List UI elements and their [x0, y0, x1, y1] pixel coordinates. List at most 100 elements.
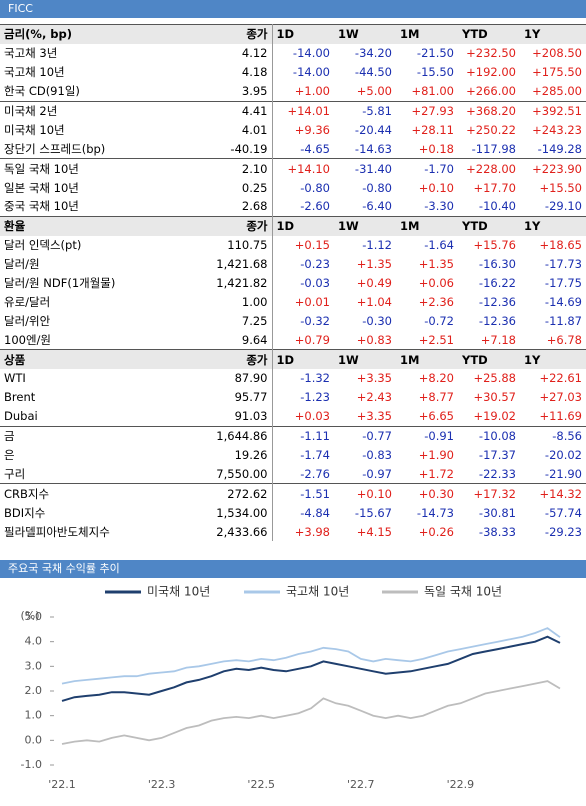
y-tick-label: 0.0 — [25, 733, 43, 746]
row-label: 구리 — [4, 466, 26, 481]
data-row: Brent 95.77 -1.23 +2.43 +8.77 +30.57 +27.03 — [0, 387, 586, 407]
row-label: 달러/원 — [4, 257, 40, 272]
cell-value: +22.61 — [539, 371, 582, 386]
cell-value: -0.03 — [300, 276, 330, 291]
cell-value: +2.36 — [418, 294, 454, 309]
cell-value: -0.32 — [300, 313, 330, 328]
cell-value: -21.50 — [416, 46, 454, 61]
cell-value: +6.78 — [546, 332, 582, 347]
section-header-row: 금리(%, bp) 종가 1D 1W 1M YTD 1Y — [0, 23, 586, 44]
row-label: 한국 CD(91일) — [4, 84, 80, 99]
cell-value: -2.76 — [300, 466, 330, 481]
row-label: 미국채 10년 — [4, 122, 65, 137]
cell-value: +19.02 — [473, 409, 516, 424]
data-row: 독일 국채 10년 2.10 +14.10 -31.40 -1.70 +228.00 +22… — [0, 158, 586, 179]
cell-value: +1.04 — [356, 294, 392, 309]
cell-value: 9.64 — [180, 330, 273, 350]
data-row: 중국 국채 10년 2.68 -2.60 -6.40 -3.30 -10.40 -29.10 — [0, 197, 586, 217]
cell-value: -1.12 — [362, 238, 392, 253]
column-header: 상품 — [0, 349, 180, 370]
cell-value: 19.26 — [180, 445, 273, 465]
row-label: Brent — [4, 390, 36, 405]
legend-label: 독일 국채 10년 — [424, 585, 502, 599]
cell-value: +3.35 — [356, 371, 392, 386]
cell-value: 1,421.82 — [180, 273, 273, 293]
series-line — [61, 680, 561, 745]
cell-value: -117.98 — [471, 141, 516, 156]
market-table: 금리(%, bp) 종가 1D 1W 1M YTD 1Y 국고채 3년 4.12 -14.00 -3… — [0, 23, 586, 542]
cell-value: -1.23 — [300, 390, 330, 405]
cell-value: -8.56 — [520, 425, 586, 446]
row-label: 일본 국채 10년 — [4, 180, 79, 195]
cell-value: +1.72 — [418, 466, 454, 481]
y-axis-label: (%) — [20, 609, 39, 622]
cell-value: -12.36 — [478, 294, 516, 309]
cell-value: -14.73 — [416, 505, 454, 520]
cell-value: -2.60 — [300, 199, 330, 214]
cell-value: -20.02 — [544, 448, 582, 463]
cell-value: +18.65 — [539, 238, 582, 253]
row-label: 중국 국채 10년 — [4, 199, 79, 214]
cell-value: +208.50 — [532, 46, 582, 61]
cell-value: -0.83 — [362, 448, 392, 463]
column-header: 1M — [396, 349, 458, 370]
y-tick-label: 2.0 — [25, 684, 43, 697]
cell-value: -4.65 — [300, 141, 330, 156]
cell-value: -34.20 — [354, 46, 392, 61]
chart: (%) -1.0 0.0 1.0 2.0 3.0 4.0 5.0 '22.1 '22.3 '22.… — [20, 585, 561, 791]
cell-value: -17.73 — [544, 257, 582, 272]
cell-value: 4.01 — [180, 120, 273, 140]
data-row: 국고채 10년 4.18 -14.00 -44.50 -15.50 +192.00 +175… — [0, 62, 586, 82]
data-row: 장단기 스프레드(bp) -40.19 -4.65 -14.63 +0.18 -117.9… — [0, 139, 586, 159]
cell-value: -0.77 — [334, 425, 396, 446]
cell-value: +232.50 — [466, 46, 516, 61]
data-row: Dubai 91.03 +0.03 +3.35 +6.65 +19.02 +11.69 — [0, 406, 586, 427]
data-row: 달러/원 1,421.68 -0.23 +1.35 +1.35 -16.30 -17.73 — [0, 254, 586, 274]
cell-value: -30.81 — [478, 505, 516, 520]
cell-value: -0.30 — [362, 313, 392, 328]
cell-value: +8.20 — [418, 371, 454, 386]
cell-value: 7,550.00 — [180, 464, 273, 484]
cell-value: +0.06 — [418, 276, 454, 291]
cell-value: -12.36 — [478, 313, 516, 328]
cell-value: -1.51 — [272, 483, 334, 504]
y-tick-label: 4.0 — [25, 635, 43, 648]
data-row: WTI 87.90 -1.32 +3.35 +8.20 +25.88 +22.61 — [0, 369, 586, 388]
column-header: 종가 — [180, 23, 273, 44]
column-header: YTD — [458, 215, 520, 236]
cell-value: 95.77 — [180, 387, 273, 407]
cell-value: 3.95 — [180, 81, 273, 102]
cell-value: 87.90 — [180, 369, 273, 388]
cell-value: -21.90 — [544, 466, 582, 481]
cell-value: +25.88 — [473, 371, 516, 386]
row-label: 미국채 2년 — [0, 100, 180, 121]
cell-value: +14.10 — [272, 158, 334, 179]
cell-value: +0.26 — [418, 524, 454, 539]
cell-value: +4.15 — [356, 524, 392, 539]
cell-value: -31.40 — [334, 158, 396, 179]
cell-value: +243.23 — [532, 122, 582, 137]
column-header: 1W — [334, 215, 396, 236]
cell-value: +5.00 — [356, 84, 392, 99]
cell-value: -1.64 — [424, 238, 454, 253]
cell-value: -4.84 — [300, 505, 330, 520]
cell-value: +1.00 — [294, 84, 330, 99]
cell-value: 2,433.66 — [180, 522, 273, 542]
column-header: YTD — [458, 23, 520, 44]
series-line — [61, 635, 561, 702]
cell-value: +9.36 — [294, 122, 330, 137]
data-row: 유로/달러 1.00 +0.01 +1.04 +2.36 -12.36 -14.69 — [0, 292, 586, 312]
cell-value: -6.40 — [362, 199, 392, 214]
cell-value: -10.40 — [478, 199, 516, 214]
cell-value: -38.33 — [478, 524, 516, 539]
cell-value: -29.10 — [544, 199, 582, 214]
cell-value: +192.00 — [466, 65, 516, 80]
cell-value: +0.15 — [294, 238, 330, 253]
cell-value: -1.11 — [272, 425, 334, 446]
cell-value: -14.00 — [292, 65, 330, 80]
column-header: 1D — [272, 215, 334, 236]
cell-value: 4.12 — [180, 43, 273, 63]
column-header: 1M — [396, 23, 458, 44]
cell-value: 4.41 — [180, 100, 273, 121]
